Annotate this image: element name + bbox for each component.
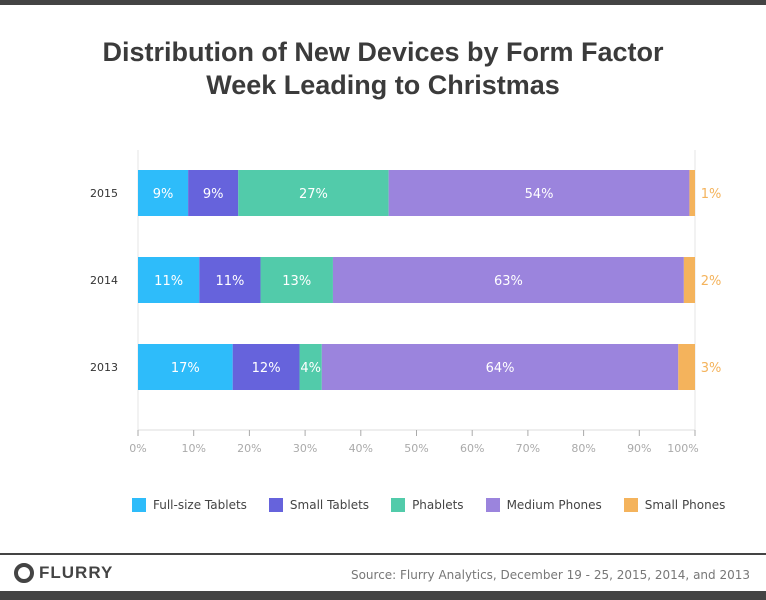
top-bar: [0, 0, 766, 5]
x-tick-label: 90%: [627, 442, 651, 455]
legend-item: Full-size Tablets: [132, 498, 247, 512]
flurry-logo: FLURRY: [14, 563, 113, 583]
legend: Full-size Tablets Small Tablets Phablets Me…: [132, 498, 747, 512]
x-tick-label: 10%: [181, 442, 205, 455]
x-tick-label: 50%: [404, 442, 428, 455]
data-label: 64%: [486, 361, 515, 376]
legend-item: Small Tablets: [268, 498, 370, 512]
legend-swatch: [268, 498, 283, 512]
data-label: 13%: [282, 274, 311, 289]
data-label: 27%: [299, 187, 328, 202]
logo-text: FLURRY: [39, 563, 114, 582]
legend-swatch: [623, 498, 638, 512]
bar-segment: [199, 257, 261, 303]
legend-label: Phablets: [412, 498, 464, 512]
bottom-bar: [0, 591, 766, 600]
y-category-label: 2013: [90, 361, 118, 374]
footer-divider: [0, 553, 766, 555]
legend-item: Small Phones: [623, 498, 726, 512]
bar-segment: [388, 170, 690, 216]
bar-segment: [188, 170, 239, 216]
flurry-logo-icon: [14, 563, 34, 583]
x-tick-label: 100%: [667, 442, 698, 455]
x-tick-label: 80%: [571, 442, 595, 455]
legend-label: Medium Phones: [506, 498, 602, 512]
legend-label: Small Tablets: [289, 498, 370, 512]
x-tick-label: 40%: [349, 442, 373, 455]
data-label: 4%: [300, 361, 321, 376]
x-tick-label: 70%: [516, 442, 540, 455]
legend-swatch: [132, 498, 146, 512]
subtitle-line: Week Leading to Christmas: [206, 70, 560, 100]
data-label: 12%: [252, 361, 281, 376]
bar-segment: [232, 344, 300, 390]
bar-segment: [238, 170, 389, 216]
bar-segment: [332, 257, 684, 303]
legend-swatch: [391, 498, 406, 512]
data-label: 54%: [525, 187, 554, 202]
data-label: 17%: [171, 361, 200, 376]
bar-segment: [678, 344, 695, 390]
legend-label: Small Phones: [644, 498, 726, 512]
bar-segment: [689, 170, 695, 216]
bar-segment: [138, 170, 189, 216]
data-label: 11%: [215, 274, 244, 289]
bar-segment: [260, 257, 333, 303]
title-line: Distribution of New Devices by Form Fact…: [102, 37, 664, 67]
data-label: 11%: [154, 274, 183, 289]
x-tick-label: 20%: [237, 442, 261, 455]
data-label: 9%: [203, 187, 224, 202]
x-tick-label: 0%: [129, 442, 146, 455]
legend-item: Medium Phones: [485, 498, 602, 512]
x-tick-label: 60%: [460, 442, 484, 455]
bar-segment: [138, 344, 233, 390]
source-text: Source: Flurry Analytics, December 19 - …: [350, 568, 750, 582]
chart-title: Distribution of New Devices by Form Fact…: [0, 36, 766, 102]
data-label: 1%: [701, 187, 722, 202]
bar-segment: [299, 344, 322, 390]
data-label: 63%: [494, 274, 523, 289]
legend-swatch: [485, 498, 500, 512]
bar-segment: [321, 344, 679, 390]
bar-segment: [138, 257, 200, 303]
data-label: 2%: [701, 274, 722, 289]
y-category-label: 2014: [90, 274, 118, 287]
bar-segment: [683, 257, 695, 303]
legend-label: Full-size Tablets: [153, 498, 247, 512]
x-tick-label: 30%: [293, 442, 317, 455]
legend-item: Phablets: [391, 498, 464, 512]
data-label: 9%: [153, 187, 174, 202]
y-category-label: 2015: [90, 187, 118, 200]
data-label: 3%: [701, 361, 722, 376]
